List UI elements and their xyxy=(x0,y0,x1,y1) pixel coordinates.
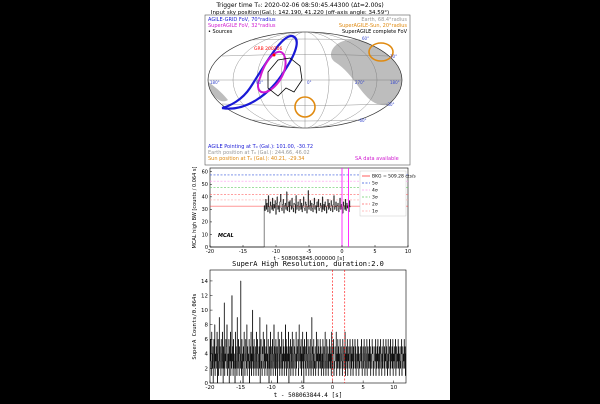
supera-x-axis-label: t - 508063844.4 [s] xyxy=(274,392,343,399)
skymap-grid-labels: 180° 90° 0° 270° 180° 30° 60° -30° -60° xyxy=(210,36,400,123)
supera-x-tick-label: -15 xyxy=(236,385,245,391)
mcal-lightcurve-panel: -20 -15 -10 -5 0 5 10 0 10 20 30 40 50 60 t - 50806384… xyxy=(192,167,416,262)
grid-label: 0° xyxy=(307,80,312,85)
supera-x-tick-label: 10 xyxy=(390,385,397,391)
agile-fov-contour xyxy=(221,34,298,110)
grid-label: 90° xyxy=(256,80,263,85)
supera-y-axis-label: SuperA Counts/0.064s xyxy=(192,293,198,359)
mcal-x-tick-label: 10 xyxy=(405,249,411,255)
mcal-x-tick-label: 5 xyxy=(373,249,376,255)
mcal-y-tick-label: 0 xyxy=(205,245,208,251)
grid-label: 30° xyxy=(390,54,397,59)
earth-position-info: Earth position at T₀ (Gal.): 244.66, 46.… xyxy=(208,150,310,156)
supera-y-tick-label: 8 xyxy=(205,323,209,329)
grb-source-label: GRB 200206 xyxy=(254,46,282,52)
supera-y-tick-label: 0 xyxy=(205,381,209,387)
header-input-position: Input sky position(Gal.): 142.190, 41.22… xyxy=(211,10,389,16)
figure-canvas: Trigger time T₀: 2020-02-06 08:50:45.443… xyxy=(150,0,450,400)
mcal-x-axis-label: t - 508063845.000000 [s] xyxy=(274,256,345,262)
mcal-legend-box xyxy=(359,170,407,217)
grb-source-marker xyxy=(272,53,276,57)
mcal-x-tick-label: -5 xyxy=(307,249,312,255)
mcal-baseline xyxy=(210,205,265,248)
legend-superagile-complete-fov: SuperAGILE complete FoV xyxy=(342,29,408,35)
supera-lightcurve xyxy=(210,280,406,384)
sun-position-info: Sun position at T₀ (Gal.): 40.21, -29.34 xyxy=(208,156,304,162)
legend-agile-fov: AGILE-GRID FoV, 70°radius xyxy=(208,17,276,23)
superagile-complete-fov xyxy=(267,57,303,97)
supera-x-tick-label: -5 xyxy=(299,385,305,391)
superagile-fov-contour xyxy=(257,50,287,94)
supera-y-tick-label: 2 xyxy=(205,366,209,372)
mcal-legend-label: 5σ xyxy=(372,181,378,187)
supera-y-tick-label: 4 xyxy=(205,352,209,358)
mcal-legend-label: 3σ xyxy=(372,195,378,201)
grid-label: 270° xyxy=(355,80,365,85)
grid-label: -30° xyxy=(386,102,395,107)
grid-label: 180° xyxy=(390,80,400,85)
mcal-legend-label: 1σ xyxy=(372,209,378,215)
supera-title: SuperA High Resolution, duration:2.0 xyxy=(232,260,384,268)
mcal-y-axis-label: MCAL high BW [counts / 0.064 s] xyxy=(192,167,198,249)
grid-label: 60° xyxy=(362,36,369,41)
mcal-panel-label: MCAL xyxy=(218,233,234,239)
mcal-x-tick-label: -20 xyxy=(206,249,214,255)
mcal-y-tick-label: 40 xyxy=(202,195,208,201)
mcal-x-tick-label: 0 xyxy=(340,249,343,255)
mcal-y-tick-label: 20 xyxy=(202,220,208,226)
supera-lightcurve-panel: SuperA High Resolution, duration:2.0 -20 -… xyxy=(192,260,407,399)
grid-label: 180° xyxy=(210,80,220,85)
agile-pointing-info: AGILE Pointing at T₀ (Gal.): 101.00, -30… xyxy=(208,144,313,150)
supera-y-tick-label: 14 xyxy=(201,279,208,285)
skymap-panel: AGILE-GRID FoV, 70°radius SuperAGILE FoV… xyxy=(204,14,411,166)
mcal-legend-label: 4σ xyxy=(372,188,378,194)
legend-superagile-fov: SuperAGILE FoV, 32°radius xyxy=(208,23,276,29)
supera-x-tick-label: 0 xyxy=(331,385,335,391)
supera-x-tick-label: 5 xyxy=(361,385,365,391)
earth-region-west xyxy=(208,80,228,102)
sun-fov-circle-east xyxy=(368,42,394,62)
mcal-legend-label: BKG = 509.28 cts/s xyxy=(372,174,416,180)
supera-y-tick-label: 10 xyxy=(201,308,208,314)
sa-data-note: SA data available xyxy=(355,156,399,162)
earth-region xyxy=(331,40,402,106)
figure-svg: Trigger time T₀: 2020-02-06 08:50:45.443… xyxy=(192,2,416,399)
supera-y-tick-label: 6 xyxy=(205,337,209,343)
mcal-y-tick-label: 10 xyxy=(202,232,208,238)
mcal-y-tick-label: 30 xyxy=(202,207,208,213)
header-trigger-time: Trigger time T₀: 2020-02-06 08:50:45.443… xyxy=(215,2,383,9)
grid-label: -60° xyxy=(358,118,367,123)
mcal-y-tick-label: 60 xyxy=(202,170,208,176)
supera-x-tick-label: -10 xyxy=(267,385,276,391)
mcal-lightcurve xyxy=(264,190,351,215)
legend-sources: • Sources xyxy=(208,29,233,35)
sun-fov-circle xyxy=(294,96,316,118)
legend-superagile-sun: SuperAGILE-Sun, 20°radius xyxy=(339,23,407,29)
legend-earth: Earth, 68.4°radius xyxy=(361,17,407,23)
supera-x-tick-label: -20 xyxy=(206,385,215,391)
mcal-y-tick-label: 50 xyxy=(202,182,208,188)
supera-y-tick-label: 12 xyxy=(201,293,208,299)
mcal-legend-label: 2σ xyxy=(372,202,378,208)
mcal-x-tick-label: -10 xyxy=(272,249,280,255)
mcal-x-tick-label: -15 xyxy=(239,249,247,255)
